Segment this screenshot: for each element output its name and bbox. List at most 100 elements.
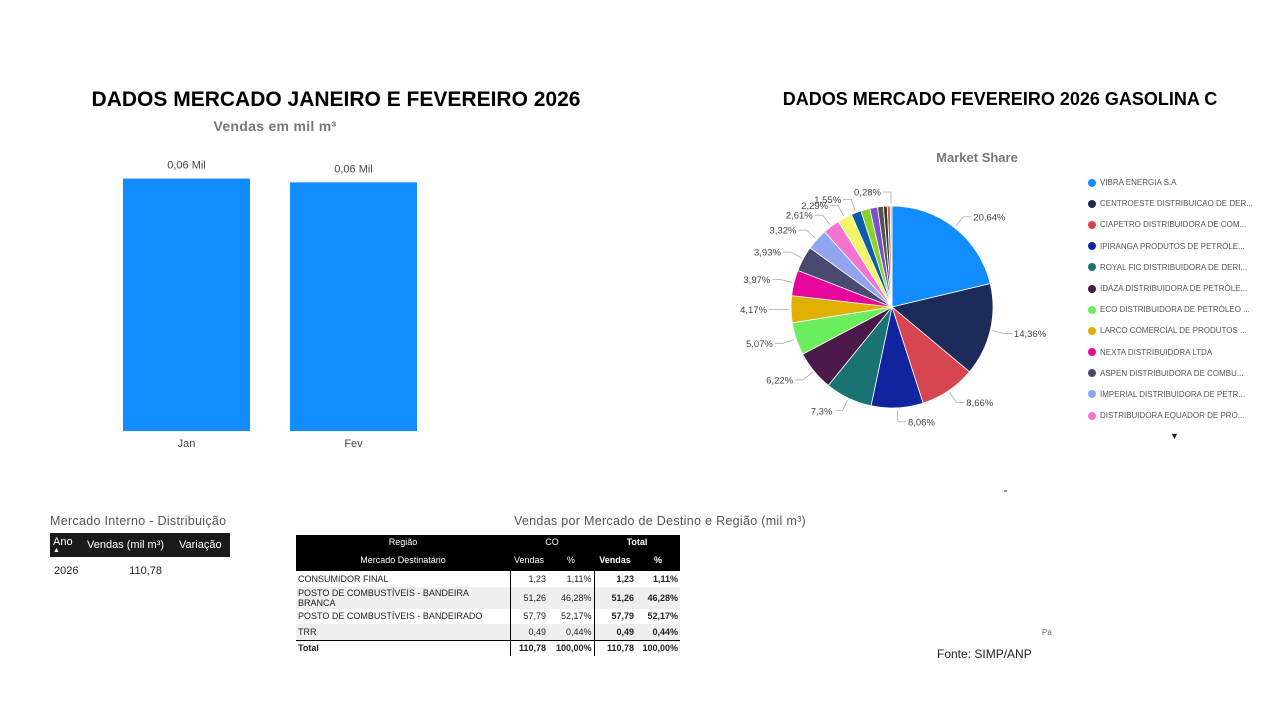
row-total-vendas: 57,79 xyxy=(593,608,636,624)
bar-jan[interactable] xyxy=(123,178,250,431)
page-fragment: Pá xyxy=(1042,628,1052,637)
row-total-pct: 1,11% xyxy=(652,573,678,584)
total-total-vendas: 110,78 xyxy=(593,639,636,656)
pie-data-label: 14,36% xyxy=(1014,329,1047,340)
destino-title: Vendas por Mercado de Destino e Região (… xyxy=(513,514,806,528)
leader-line xyxy=(798,229,816,239)
header-total-pct: % xyxy=(636,549,680,571)
pie-data-label: 3,97% xyxy=(743,275,770,286)
legend-label: CIAPETRO DISTRIBUIDORA DE COM... xyxy=(1100,220,1247,230)
pie-data-label: 6,22% xyxy=(766,375,793,386)
source-note: Fonte: SIMP/ANP xyxy=(937,647,1032,661)
col-ano-header[interactable]: Ano ▲ xyxy=(50,533,84,557)
leader-line xyxy=(795,372,813,381)
row-total-pct: 0,44% xyxy=(636,624,680,640)
row-co-vendas: 1,23 xyxy=(509,571,548,587)
pie-slice[interactable] xyxy=(889,205,893,308)
legend-swatch xyxy=(1088,348,1096,357)
pie-slice[interactable] xyxy=(891,205,991,308)
legend-item[interactable]: NEXTA DISTRIBUIDORA LTDA xyxy=(1088,342,1253,363)
pie-slice[interactable] xyxy=(891,283,994,373)
legend-swatch xyxy=(1088,305,1096,314)
pie-data-label: 5,07% xyxy=(746,339,773,350)
pie-data-label: 2,29% xyxy=(801,201,828,212)
legend-item[interactable]: ROYAL FIC DISTRIBUIDORA DE DERI... xyxy=(1088,257,1253,278)
legend-item[interactable]: VIBRA ENERGIA S.A xyxy=(1088,172,1253,193)
legend-label: IPIRANGA PRODUTOS DE PETRÓLE... xyxy=(1100,241,1245,251)
pie-title: Market Share xyxy=(936,150,1018,165)
x-tick-label: Jan xyxy=(178,438,196,450)
table-row: 2026 110,78 xyxy=(50,557,230,579)
x-tick-label: Fev xyxy=(344,438,363,450)
row-total-vendas: 51,26 xyxy=(593,586,636,609)
legend-swatch xyxy=(1088,284,1096,293)
legend-label: ASPEN DISTRIBUIDORA DE COMBU... xyxy=(1100,368,1244,378)
header-total: Total xyxy=(594,535,680,549)
legend-item[interactable]: ASPEN DISTRIBUIDORA DE COMBU... xyxy=(1088,363,1253,384)
row-total-pct: 52,17% xyxy=(647,611,678,622)
col-vendas-header[interactable]: Vendas (mil m³) xyxy=(84,533,176,557)
legend-label: DISTRIBUIDORA EQUADOR DE PRO... xyxy=(1100,411,1245,421)
pie-data-label: 2,61% xyxy=(786,211,813,222)
cell-ano: 2026 xyxy=(54,565,79,577)
leader-line xyxy=(843,199,856,211)
total-co-pct: 100,00% xyxy=(548,639,594,656)
legend-label: IMPERIAL DISTRIBUIDORA DE PETR... xyxy=(1100,389,1246,399)
row-total-vendas: 0,49 xyxy=(593,624,636,640)
row-co-vendas: 57,79 xyxy=(509,608,548,624)
legend-label: NEXTA DISTRIBUIDORA LTDA xyxy=(1100,347,1213,357)
table-row: CONSUMIDOR FINAL 1,23 1,11% 1,23 1,11% xyxy=(296,571,680,587)
table-row: POSTO DE COMBUSTÍVEIS - BANDEIRA BRANCA … xyxy=(296,586,680,609)
table-row: POSTO DE COMBUSTÍVEIS - BANDEIRADO 57,79… xyxy=(296,608,680,624)
leader-line xyxy=(834,399,848,412)
total-total-pct: 100,00% xyxy=(636,639,680,656)
legend-scroll-down-icon[interactable]: ▼ xyxy=(1170,431,1179,441)
legend-item[interactable]: DISTRIBUIDORA EQUADOR DE PRO... xyxy=(1088,405,1253,426)
row-total-vendas: 1,23 xyxy=(593,571,636,587)
header-total-vendas: Vendas xyxy=(594,549,636,571)
pie-chart: Market Share 20,64% 14,36% 8,66% 8,06% 7,3% 6,… xyxy=(740,150,1047,428)
page-title-left: DADOS MERCADO JANEIRO E FEVEREIRO 2026 xyxy=(91,88,581,111)
leader-line xyxy=(882,191,892,205)
bar-chart: 0,06 Mil Jan 0,06 Mil Fev xyxy=(123,160,417,450)
row-co-pct: 0,44% xyxy=(548,624,594,640)
divider-mark xyxy=(1004,490,1007,492)
legend-swatch xyxy=(1088,220,1096,229)
header-mercado: Mercado Destinatário xyxy=(296,549,510,571)
pie-data-label: 7,3% xyxy=(811,406,833,417)
legend-item[interactable]: CENTROESTE DISTRIBUICAO DE DER... xyxy=(1088,193,1253,214)
legend-item[interactable]: IMPERIAL DISTRIBUIDORA DE PETR... xyxy=(1088,384,1253,405)
table-total-row: Total 110,78 100,00% 110,78 100,00% xyxy=(296,639,680,656)
destino-table: Região CO Total Mercado Destinatário Ven… xyxy=(296,535,680,656)
pie-data-label: 0,28% xyxy=(854,188,881,199)
col-variacao-header[interactable]: Variação xyxy=(176,533,230,557)
legend-label: ROYAL FIC DISTRIBUIDORA DE DERI... xyxy=(1100,262,1248,272)
pie-data-label: 20,64% xyxy=(973,212,1006,223)
legend-swatch xyxy=(1088,242,1096,251)
leader-line xyxy=(830,204,845,217)
row-label: TRR xyxy=(296,624,510,640)
row-co-pct: 52,17% xyxy=(560,611,592,622)
leader-line xyxy=(814,214,831,226)
page-title-right: DADOS MERCADO FEVEREIRO 2026 GASOLINA C xyxy=(782,89,1218,109)
sort-ascending-icon[interactable]: ▲ xyxy=(53,547,60,554)
leader-line xyxy=(949,392,965,403)
legend-item[interactable]: LARCO COMERCIAL DE PRODUTOS ... xyxy=(1088,320,1253,341)
legend-label: IDAZA DISTRIBUIDORA DE PETRÓLE... xyxy=(1100,284,1248,294)
legend-item[interactable]: CIAPETRO DISTRIBUIDORA DE COM... xyxy=(1088,214,1253,235)
row-co-pct: 1,11% xyxy=(566,573,592,584)
pie-data-label: 8,66% xyxy=(966,398,993,409)
row-total-pct: 46,28% xyxy=(636,586,680,609)
bar-data-label: 0,06 Mil xyxy=(167,160,206,172)
bar-fev[interactable] xyxy=(290,182,417,431)
header-regiao: Região xyxy=(296,535,510,549)
total-co-vendas: 110,78 xyxy=(509,639,548,656)
legend-item[interactable]: ECO DISTRIBUIDORA DE PETRÓLEO ... xyxy=(1088,299,1253,320)
legend-item[interactable]: IPIRANGA PRODUTOS DE PETRÓLE... xyxy=(1088,236,1253,257)
pie-data-label: 4,17% xyxy=(740,305,767,316)
legend-swatch xyxy=(1088,390,1096,399)
pie-data-label: 3,32% xyxy=(770,226,797,237)
legend-item[interactable]: IDAZA DISTRIBUIDORA DE PETRÓLE... xyxy=(1088,278,1253,299)
leader-line xyxy=(772,279,793,283)
cell-variacao xyxy=(176,557,230,579)
